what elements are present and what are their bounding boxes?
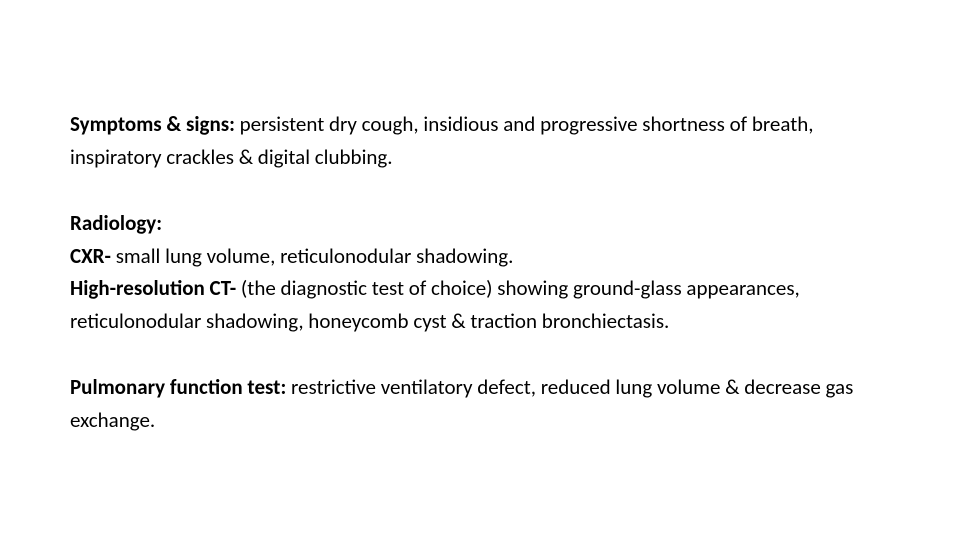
cxr-body: small lung volume, reticulonodular shado… [116, 243, 514, 269]
pft-section: Pulmonary function test: restrictive ven… [70, 371, 890, 436]
radiology-section: Radiology: CXR- small lung volume, retic… [70, 207, 890, 337]
symptoms-heading: Symptoms & signs: [70, 111, 240, 137]
symptoms-section: Symptoms & signs: persistent dry cough, … [70, 108, 890, 173]
slide-content: Symptoms & signs: persistent dry cough, … [0, 0, 960, 540]
radiology-heading: Radiology: [70, 207, 890, 240]
cxr-line: CXR- small lung volume, reticulonodular … [70, 240, 890, 273]
cxr-label: CXR- [70, 243, 116, 269]
pft-heading: Pulmonary function test: [70, 374, 291, 400]
hrct-line: High-resolution CT- (the diagnostic test… [70, 272, 890, 337]
hrct-label: High-resolution CT- [70, 275, 241, 301]
